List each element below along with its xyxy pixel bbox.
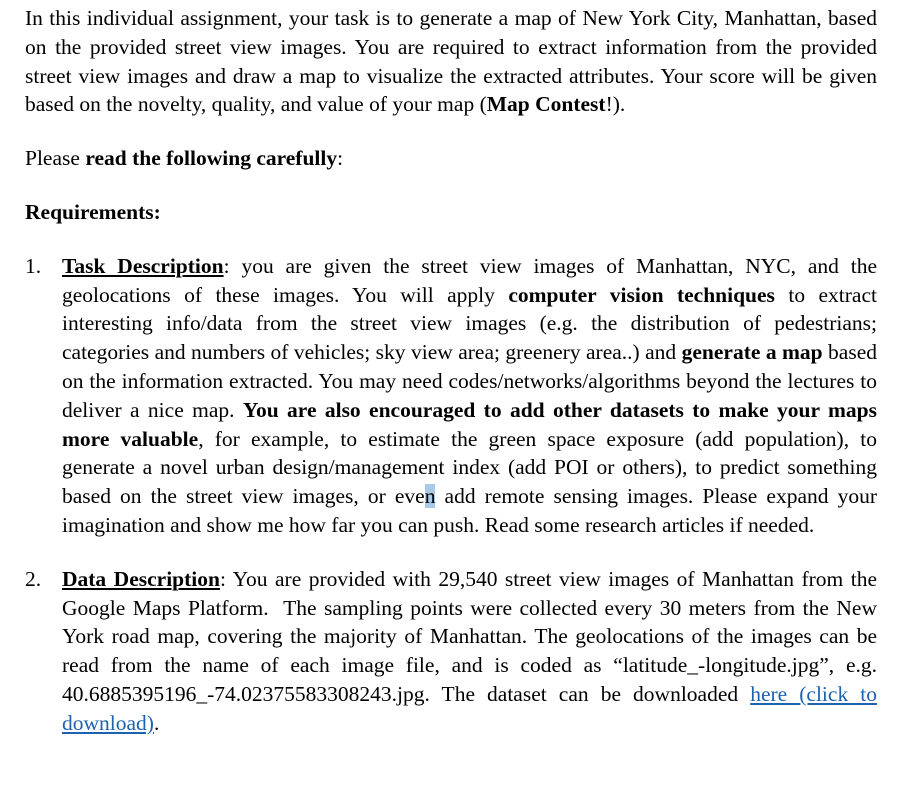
data-description-item-text-run: . [153, 710, 160, 735]
read-carefully-line-text-run: Please [25, 146, 86, 171]
task-description-item-text-run: Task Description [62, 253, 224, 278]
task-description-item-text-run: computer vision techniques [508, 282, 775, 307]
data-description-item: 2. Data Description: You are provided wit… [25, 565, 877, 738]
task-description-item-body: Task Description: you are given the stre… [62, 252, 877, 540]
task-description-item-text-run: : you are given the street view images o… [62, 253, 878, 307]
task-description-item-text-run: to extract interesting info/data from th… [62, 282, 877, 365]
read-carefully-line-text-run: read the following carefully [85, 146, 338, 171]
task-description-item-text-run: add remote sensing images. Please expand… [62, 484, 877, 537]
task-description-item-number: 1. [25, 253, 42, 278]
data-description-item-text-run: Data Description [62, 566, 220, 591]
document-page: In this individual assignment, your task… [25, 4, 877, 738]
intro-paragraph-text-run: !). [605, 92, 626, 117]
read-carefully-line: Please read the following carefully: [25, 144, 877, 173]
task-description-item-text-run: , for example, to estimate the green spa… [62, 426, 877, 509]
intro-paragraph-text-run: Map Contest [486, 92, 606, 117]
task-description-item-text-run: based on the information extracted. You … [62, 340, 878, 422]
read-carefully-line-text-run: : [337, 146, 344, 171]
download-link[interactable]: here (click to download) [62, 681, 877, 735]
task-description-item: 1. Task Description: you are given the st… [25, 252, 877, 540]
intro-paragraph-text-run: In this individual assignment, your task… [25, 6, 877, 117]
task-description-item-text-run: generate a map [681, 340, 823, 365]
intro-paragraph: In this individual assignment, your task… [25, 4, 877, 119]
requirements-heading-text-run: Requirements: [25, 199, 161, 224]
selection-highlight: n [424, 484, 436, 509]
data-description-item-text-run: : You are provided with 29,540 street vi… [62, 566, 877, 706]
data-description-item-body: Data Description: You are provided with … [62, 565, 877, 738]
requirements-heading: Requirements: [25, 198, 877, 227]
data-description-item-number: 2. [25, 566, 42, 591]
task-description-item-text-run: You are also encouraged to add other dat… [62, 397, 877, 451]
